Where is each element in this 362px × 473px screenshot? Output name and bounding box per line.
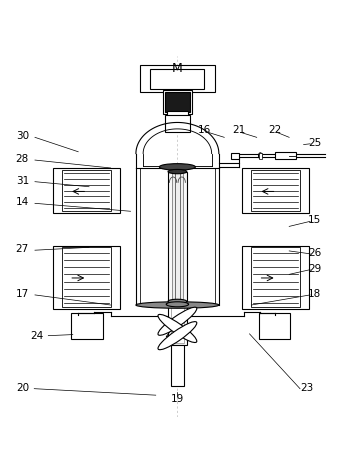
Bar: [139, 65, 215, 92]
Text: M: M: [172, 61, 183, 75]
Text: 27: 27: [16, 244, 29, 254]
Bar: [165, 114, 190, 132]
Bar: [258, 153, 262, 158]
Ellipse shape: [158, 315, 197, 342]
Text: 15: 15: [308, 215, 321, 225]
Bar: [165, 92, 190, 112]
Text: 19: 19: [171, 394, 184, 404]
Text: 25: 25: [308, 138, 321, 148]
Bar: [53, 168, 120, 213]
Bar: [242, 168, 309, 213]
Polygon shape: [289, 155, 292, 157]
Ellipse shape: [158, 307, 197, 335]
Text: 26: 26: [308, 248, 321, 258]
Bar: [231, 153, 239, 158]
Bar: [251, 170, 300, 211]
Bar: [71, 313, 103, 339]
Text: 30: 30: [16, 131, 29, 140]
Text: 31: 31: [16, 175, 29, 185]
Text: 23: 23: [300, 383, 314, 393]
Text: 28: 28: [16, 154, 29, 164]
Bar: [62, 170, 111, 211]
Text: 29: 29: [308, 264, 321, 274]
Ellipse shape: [166, 302, 189, 307]
Text: 17: 17: [16, 289, 29, 299]
Text: 24: 24: [30, 331, 43, 341]
Ellipse shape: [168, 169, 187, 174]
Bar: [171, 305, 184, 343]
Ellipse shape: [168, 299, 187, 304]
Text: 16: 16: [198, 125, 211, 135]
Ellipse shape: [136, 302, 219, 308]
Text: 21: 21: [232, 125, 245, 135]
Bar: [171, 345, 184, 386]
Text: 14: 14: [16, 197, 29, 207]
Bar: [172, 174, 183, 299]
Bar: [62, 247, 111, 307]
Ellipse shape: [258, 153, 262, 158]
Bar: [53, 245, 120, 308]
Bar: [168, 303, 187, 345]
Bar: [258, 313, 290, 339]
Bar: [275, 152, 296, 159]
Text: 18: 18: [308, 289, 321, 299]
Bar: [251, 247, 300, 307]
Bar: [150, 69, 205, 88]
Bar: [167, 111, 188, 116]
Ellipse shape: [282, 154, 289, 158]
Ellipse shape: [158, 322, 197, 350]
Bar: [168, 172, 187, 301]
Ellipse shape: [159, 164, 195, 170]
Text: 22: 22: [268, 125, 281, 135]
Text: 20: 20: [16, 383, 29, 393]
Bar: [163, 90, 192, 114]
Bar: [242, 245, 309, 308]
